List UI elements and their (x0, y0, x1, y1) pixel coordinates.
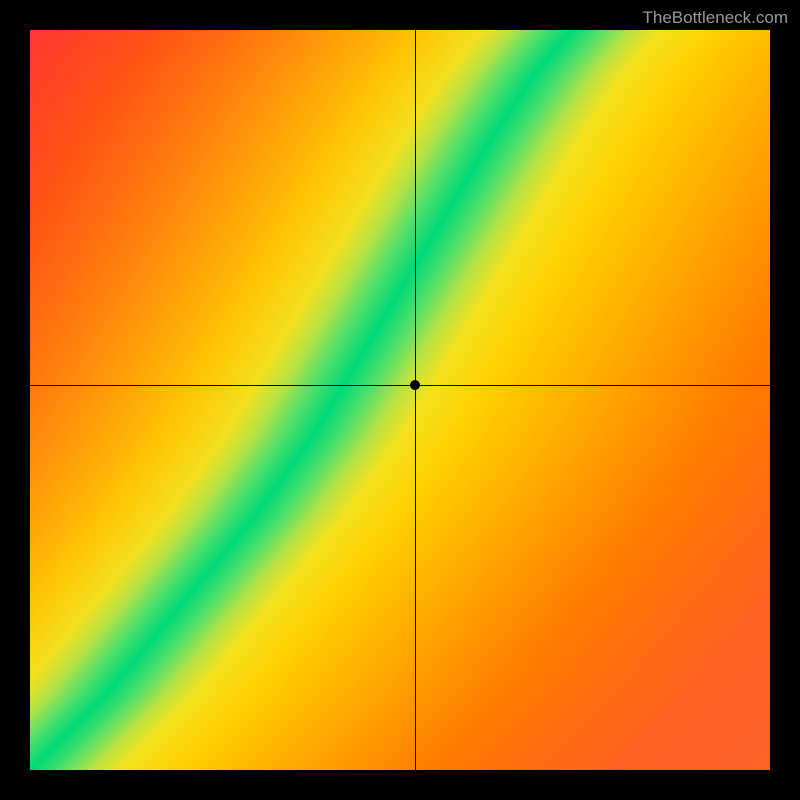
watermark-text: TheBottleneck.com (642, 8, 788, 28)
crosshair-vertical (415, 30, 416, 770)
heatmap-canvas (30, 30, 770, 770)
marker-dot (410, 380, 420, 390)
heatmap-plot (30, 30, 770, 770)
crosshair-horizontal (30, 385, 770, 386)
chart-container: TheBottleneck.com (0, 0, 800, 800)
